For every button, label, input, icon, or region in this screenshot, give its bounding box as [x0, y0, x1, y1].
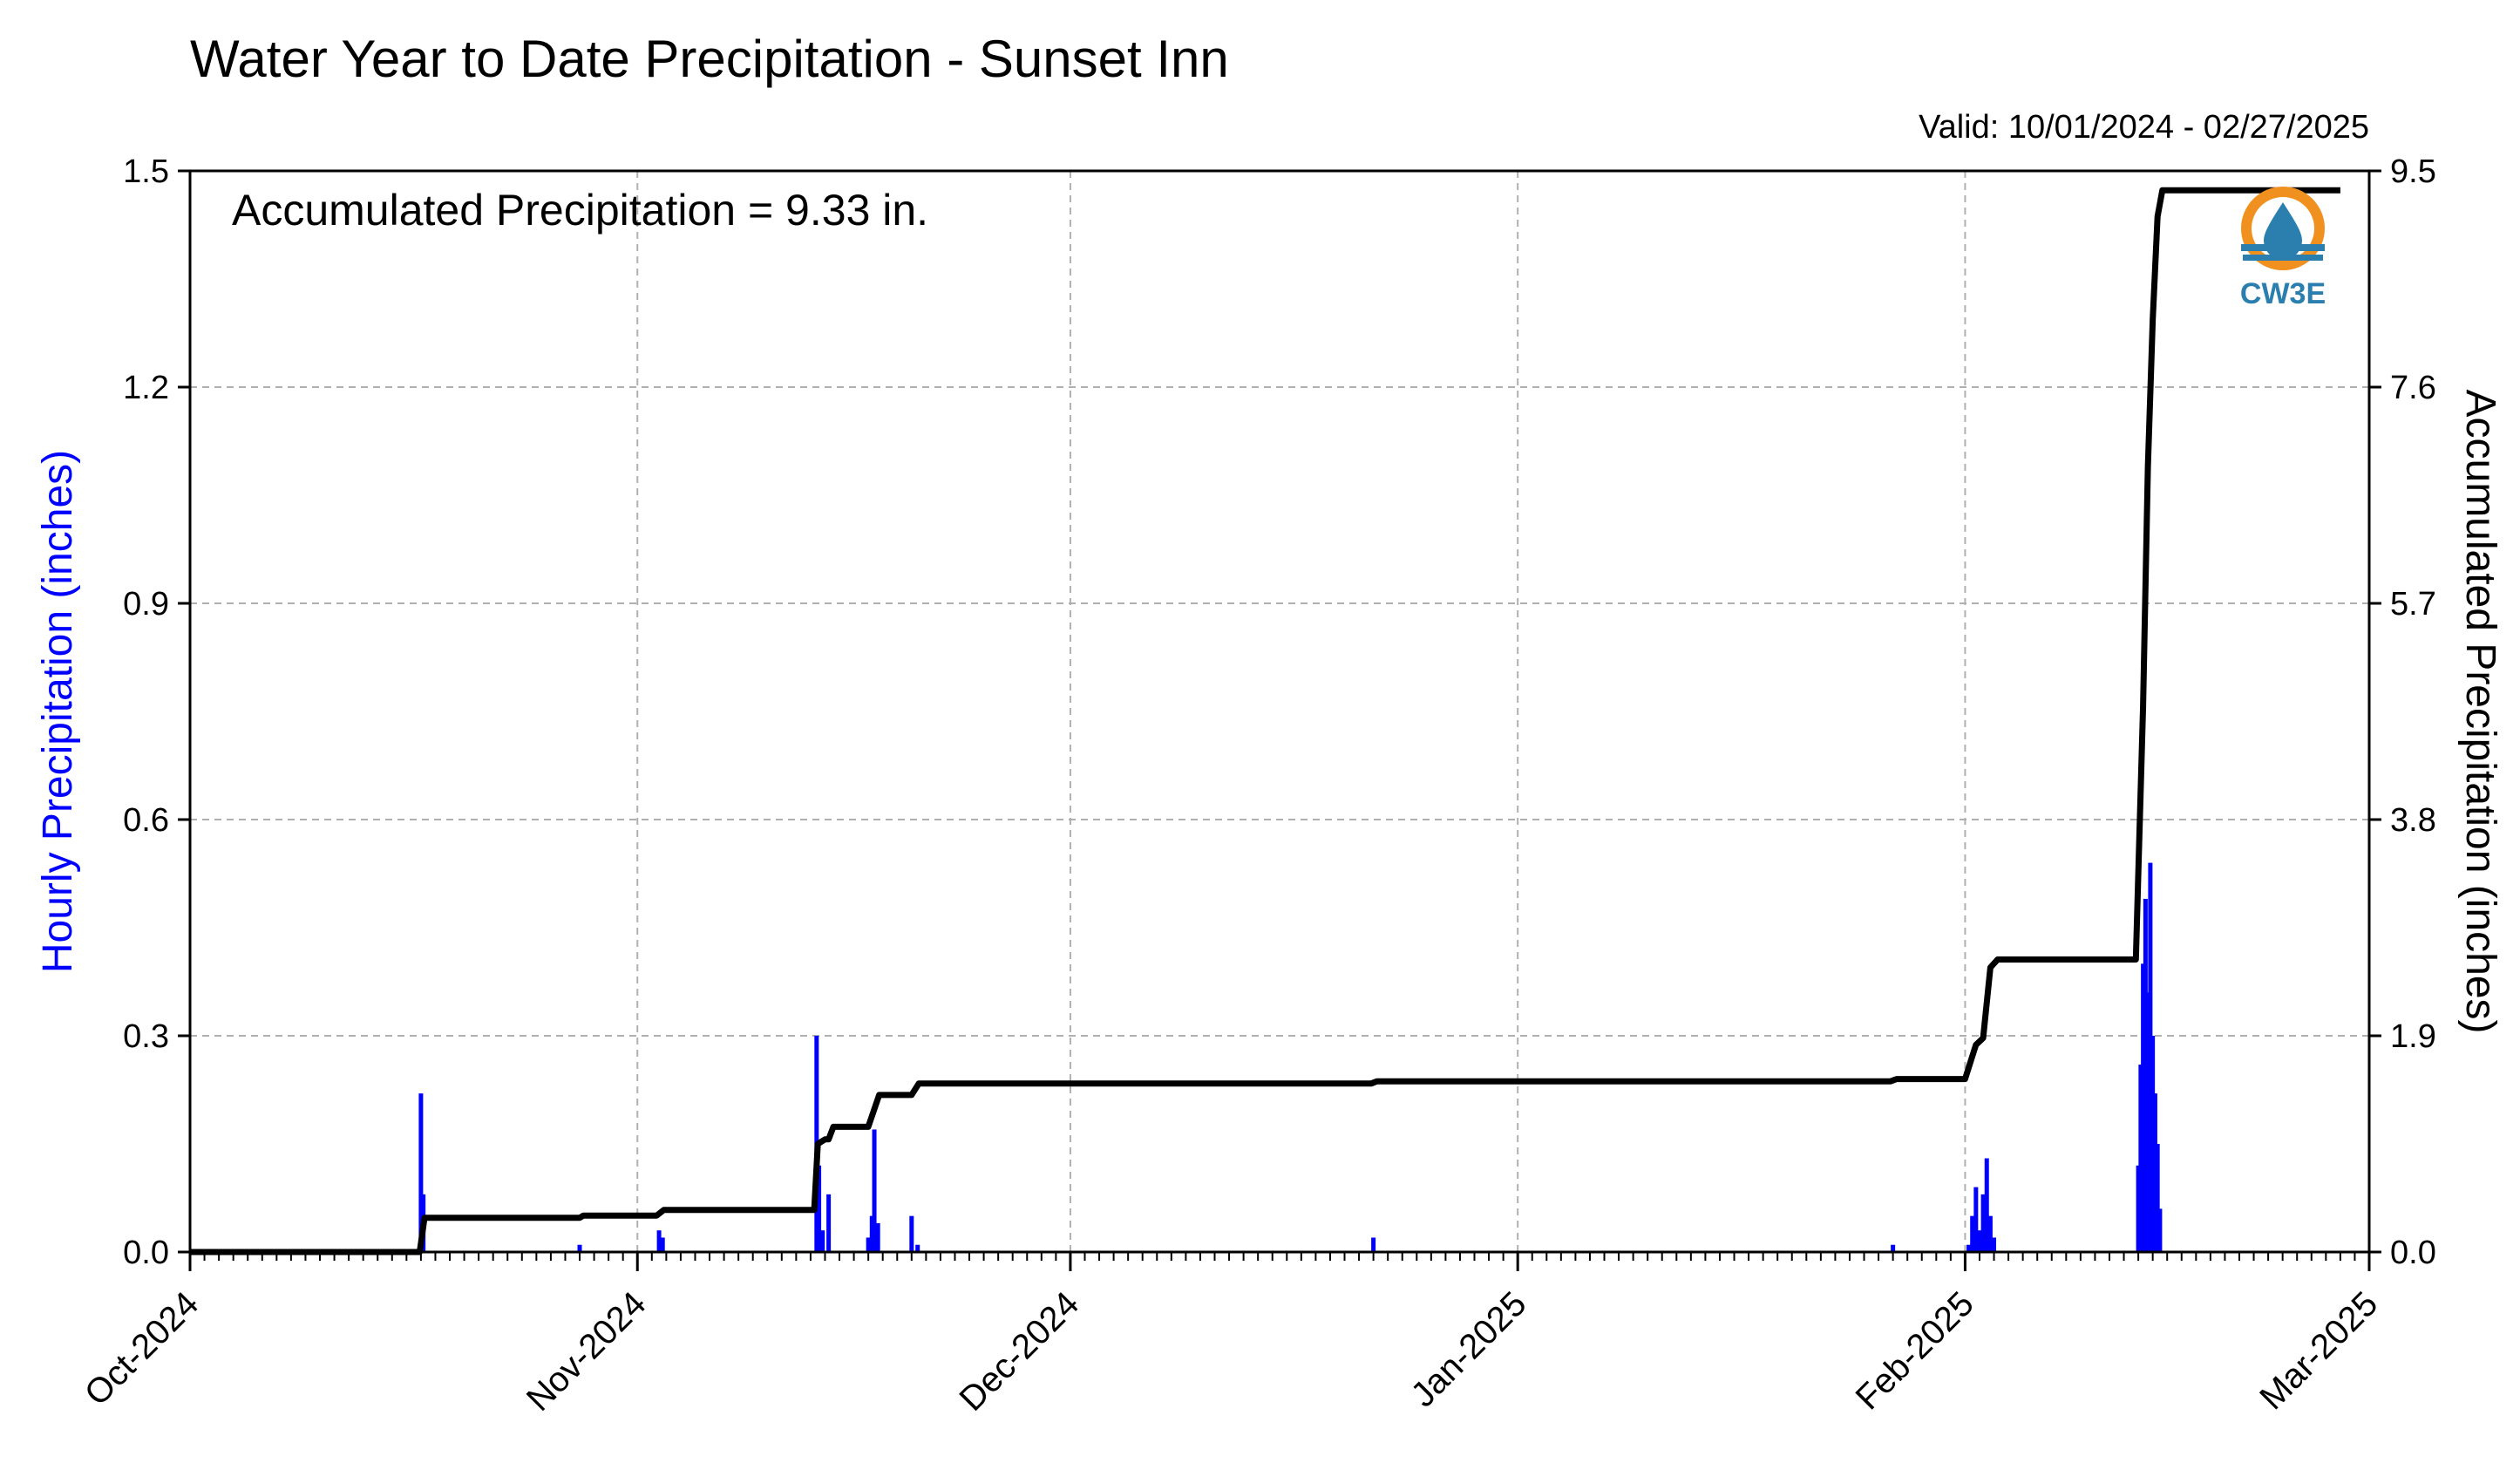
hourly-bar	[2150, 1036, 2156, 1252]
hourly-bar	[418, 1093, 424, 1252]
hourly-bar	[915, 1244, 920, 1252]
hourly-bar	[656, 1230, 662, 1252]
right-axis-tick-label: 9.5	[2390, 153, 2436, 190]
left-axis-tick-label: 1.5	[123, 153, 169, 190]
valid-date-range: Valid: 10/01/2024 - 02/27/2025	[1919, 109, 2369, 146]
hourly-bar	[1371, 1237, 1376, 1252]
hourly-bar	[1987, 1215, 1993, 1252]
accumulated-line-path	[190, 187, 2340, 1255]
chart-title: Water Year to Date Precipitation - Sunse…	[190, 30, 1229, 88]
right-axis-tick-label: 0.0	[2390, 1235, 2436, 1271]
grid-lines	[190, 171, 2369, 1252]
right-axis-tick-label: 7.6	[2390, 370, 2436, 406]
hourly-bar	[2157, 1208, 2163, 1252]
hourly-bar	[2136, 1165, 2141, 1252]
left-axis-tick-label: 0.0	[123, 1235, 169, 1271]
x-axis-tick-label: Mar-2025	[2252, 1284, 2385, 1417]
hourly-bar	[1980, 1194, 1986, 1252]
right-axis-tick-label: 3.8	[2390, 802, 2436, 839]
hourly-bar	[1966, 1244, 1972, 1252]
hourly-bar	[1984, 1158, 1989, 1252]
hourly-bar	[909, 1215, 914, 1252]
cw3e-logo: CW3E	[2240, 187, 2326, 310]
hourly-bar	[869, 1215, 874, 1252]
hourly-bar	[820, 1230, 825, 1252]
hourly-bar	[1992, 1237, 1997, 1252]
hourly-bar	[866, 1237, 871, 1252]
hourly-bar	[577, 1244, 582, 1252]
hourly-bar	[2145, 992, 2150, 1252]
logo-text: CW3E	[2240, 277, 2326, 310]
right-axis-tick-label: 5.7	[2390, 586, 2436, 623]
hourly-bar	[1973, 1187, 1979, 1252]
accumulated-total-annotation: Accumulated Precipitation = 9.33 in.	[232, 186, 928, 235]
left-axis-tick-label: 0.6	[123, 802, 169, 839]
hourly-bar	[872, 1129, 877, 1252]
axes: 0.0 0.0 0.3 1.9 0.6 3.8 0.9 5.7 1.2 7.6 1.5 9.5 Oct-…	[35, 153, 2503, 1419]
left-axis-tick-label: 1.2	[123, 370, 169, 406]
left-axis-tick-label: 0.3	[123, 1018, 169, 1055]
right-axis-label: Accumulated Precipitation (inches)	[2457, 389, 2503, 1033]
x-axis-tick-label: Feb-2025	[1849, 1284, 1981, 1417]
x-axis-tick-label: Nov-2024	[520, 1284, 654, 1419]
x-axis-tick-label: Jan-2025	[1403, 1284, 1533, 1414]
plot-border	[188, 169, 2371, 1254]
hourly-bar	[2141, 963, 2146, 1252]
hourly-bar	[1891, 1244, 1896, 1252]
hourly-bar	[1977, 1230, 1982, 1252]
hourly-bar	[817, 1165, 822, 1252]
hourly-bar	[2143, 898, 2148, 1252]
plot-frame	[188, 169, 2371, 1254]
x-axis-tick-label: Oct-2024	[78, 1284, 206, 1412]
left-axis-tick-label: 0.9	[123, 586, 169, 623]
hourly-bar	[2148, 862, 2153, 1252]
hourly-bar	[875, 1222, 880, 1252]
accumulated-precipitation-line	[190, 187, 2340, 1255]
hourly-precipitation-bars	[418, 862, 2163, 1252]
right-axis-tick-label: 1.9	[2390, 1018, 2436, 1055]
hourly-bar	[2138, 1065, 2143, 1252]
hourly-bar	[826, 1194, 832, 1252]
hourly-bar	[2155, 1144, 2160, 1252]
hourly-bar	[660, 1237, 665, 1252]
logo-wave-band-2	[2243, 255, 2323, 261]
x-axis-tick-label: Dec-2024	[953, 1284, 1087, 1419]
logo-wave-band-1	[2241, 244, 2325, 251]
left-axis-label: Hourly Precipitation (inches)	[35, 450, 81, 973]
hourly-bar	[1970, 1215, 1975, 1252]
hourly-bar	[2152, 1093, 2157, 1252]
